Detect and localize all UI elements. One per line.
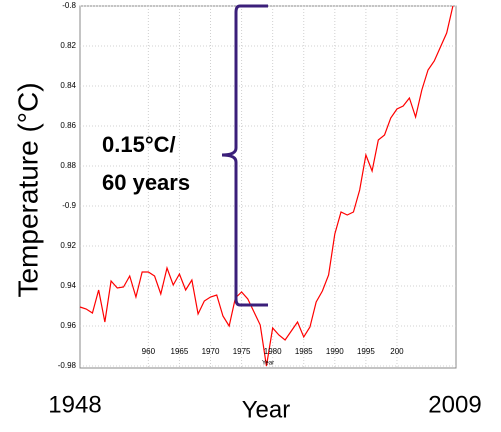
y-tick-label: 0.96 (60, 321, 76, 330)
x-tick-label: 1975 (233, 347, 251, 356)
bracket-text: 0.15°C/ (102, 132, 176, 157)
x-tick-label: 1995 (357, 347, 375, 356)
y-tick-label: 0.84 (60, 81, 76, 90)
y-tick-label: -0.98 (58, 361, 77, 370)
y-tick-label: -0.8 (62, 1, 76, 10)
y-tick-label: 0.86 (60, 121, 76, 130)
start-year: 1948 (48, 391, 101, 418)
x-axis-label: Year (262, 361, 274, 367)
y-tick-label: 0.92 (60, 241, 76, 250)
y-tick-label: 0.82 (60, 41, 76, 50)
y-tick-label: 0.88 (60, 161, 76, 170)
bracket-text: 60 years (102, 170, 190, 195)
plot (79, 5, 454, 367)
end-year: 2009 (428, 391, 481, 418)
y-axis-label: Temperature (°C) (12, 82, 43, 297)
x-tick-label: 200 (390, 347, 404, 356)
x-tick-label: 1970 (202, 347, 220, 356)
data-line (79, 5, 454, 367)
y-tick-label: 0.94 (60, 281, 76, 290)
x-tick-label: 1965 (171, 347, 189, 356)
x-tick-label: 960 (142, 347, 156, 356)
x-tick-label: 1980 (264, 347, 282, 356)
x-tick-label: 1990 (326, 347, 344, 356)
x-tick-label: 1985 (295, 347, 313, 356)
axis-title: Year (242, 396, 291, 423)
bracket (221, 4, 268, 307)
grid (80, 5, 456, 368)
y-tick-label: -0.9 (62, 201, 76, 210)
